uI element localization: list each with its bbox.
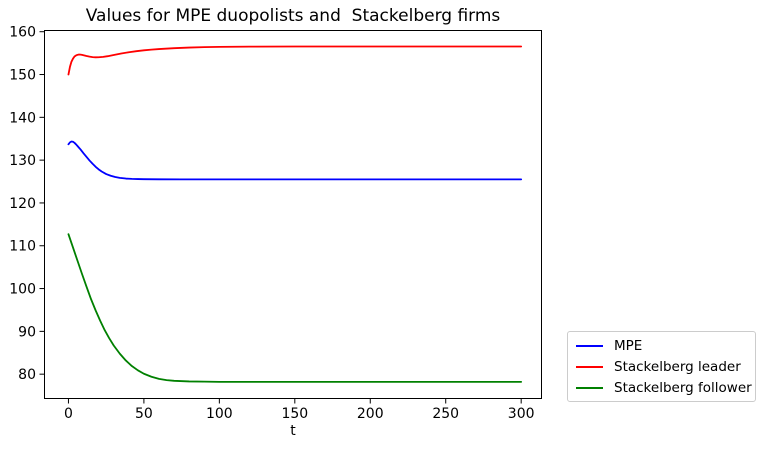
chart-title: Values for MPE duopolists and Stackelber…: [85, 6, 501, 26]
legend-item-stackelberg-follower: Stackelberg follower: [568, 377, 755, 398]
y-tick-label: 130: [9, 153, 36, 169]
legend-item-mpe: MPE: [568, 335, 755, 356]
x-tick-label: 300: [508, 406, 535, 422]
series-line-2: [67, 233, 523, 383]
y-tick-label: 90: [18, 324, 36, 340]
x-axis-label: t: [290, 423, 296, 439]
legend-label: Stackelberg follower: [614, 379, 752, 396]
legend: MPE Stackelberg leader Stackelberg follo…: [567, 331, 756, 402]
y-tick-label: 160: [9, 25, 36, 41]
x-tick-label: 250: [432, 406, 459, 422]
y-tick-label: 150: [9, 68, 36, 84]
y-tick-label: 110: [9, 239, 36, 255]
axes-spines: [44, 30, 542, 399]
legend-label: MPE: [614, 337, 643, 354]
y-tick-label: 120: [9, 196, 36, 212]
series-line-0: [67, 140, 523, 181]
y-tick-label: 80: [18, 367, 36, 383]
follower-line-swatch: [576, 386, 603, 389]
series-line-1: [67, 45, 523, 76]
y-tick-label: 100: [9, 282, 36, 298]
legend-item-stackelberg-leader: Stackelberg leader: [568, 356, 755, 377]
y-tick-label: 140: [9, 110, 36, 126]
x-tick-label: 100: [206, 406, 233, 422]
x-tick-label: 200: [357, 406, 384, 422]
legend-label: Stackelberg leader: [614, 358, 741, 375]
x-tick-label: 150: [281, 406, 308, 422]
x-tick-label: 50: [135, 406, 153, 422]
x-tick-label: 0: [64, 406, 73, 422]
mpe-line-swatch: [576, 344, 603, 347]
leader-line-swatch: [576, 365, 603, 368]
